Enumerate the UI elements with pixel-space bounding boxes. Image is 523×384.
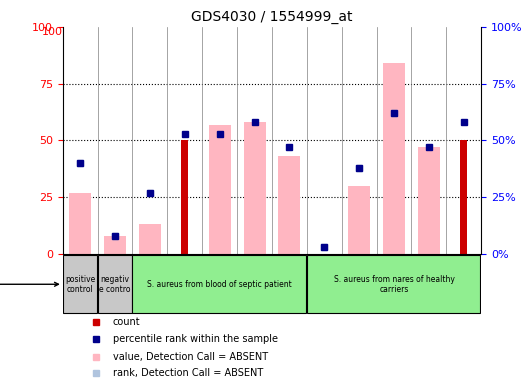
Bar <box>460 141 468 254</box>
Title: GDS4030 / 1554999_at: GDS4030 / 1554999_at <box>191 10 353 25</box>
FancyBboxPatch shape <box>98 255 132 313</box>
Text: percentile rank within the sample: percentile rank within the sample <box>113 334 278 344</box>
FancyBboxPatch shape <box>307 255 481 313</box>
Bar <box>244 122 266 254</box>
Text: rank, Detection Call = ABSENT: rank, Detection Call = ABSENT <box>113 368 263 378</box>
Bar <box>139 225 161 254</box>
Text: infection: infection <box>0 279 59 289</box>
Bar <box>209 124 231 254</box>
FancyBboxPatch shape <box>63 255 97 313</box>
Text: 100: 100 <box>42 27 63 37</box>
Text: value, Detection Call = ABSENT: value, Detection Call = ABSENT <box>113 351 268 362</box>
Bar <box>278 156 300 254</box>
Text: S. aureus from blood of septic patient: S. aureus from blood of septic patient <box>147 280 292 289</box>
Bar <box>181 141 188 254</box>
Bar <box>69 193 91 254</box>
Bar <box>383 63 405 254</box>
Bar <box>348 186 370 254</box>
Bar <box>104 236 126 254</box>
Text: count: count <box>113 318 141 328</box>
Text: negativ
e contro: negativ e contro <box>99 275 131 294</box>
FancyBboxPatch shape <box>132 255 306 313</box>
Text: positive
control: positive control <box>65 275 95 294</box>
Bar <box>418 147 440 254</box>
Text: S. aureus from nares of healthy
carriers: S. aureus from nares of healthy carriers <box>334 275 454 294</box>
